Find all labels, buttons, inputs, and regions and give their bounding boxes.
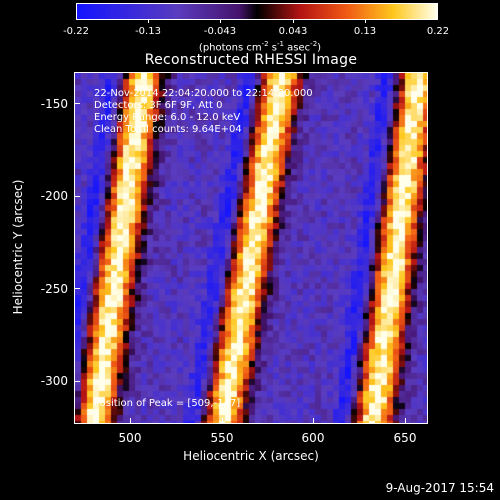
colorbar-tick: 0.13 <box>353 26 377 37</box>
colorbar-tick: 0.22 <box>426 26 450 37</box>
colorbar-tick: -0.13 <box>135 26 161 37</box>
heatmap-image <box>75 73 427 423</box>
x-axis-label: Heliocentric X (arcsec) <box>183 449 319 463</box>
y-axis-label: Heliocentric Y (arcsec) <box>11 179 25 315</box>
colorbar <box>76 3 438 20</box>
colorbar-unit: (photons cm-2 s-1 asec-2) <box>198 40 322 54</box>
plot-title: Reconstructed RHESSI Image <box>144 52 358 68</box>
info-total-counts: Clean Total counts: 9.64E+04 <box>94 124 242 135</box>
colorbar-tick: -0.22 <box>63 26 89 37</box>
colorbar-tick: 0.043 <box>278 26 308 37</box>
x-tick-label: 600 <box>301 431 325 445</box>
colorbar-tick: -0.043 <box>203 26 237 37</box>
y-tick-label: -200 <box>40 189 68 203</box>
timestamp: 9-Aug-2017 15:54 <box>385 481 494 495</box>
image-plot <box>74 72 428 424</box>
y-tick-label: -250 <box>40 282 68 296</box>
peak-position-text: Position of Peak = [509,-147] <box>94 398 241 409</box>
y-tick-label: -300 <box>40 374 68 388</box>
info-detectors: Detectors: 3F 6F 9F, Att 0 <box>94 100 223 111</box>
x-tick-label: 550 <box>210 431 234 445</box>
y-tick-label: -150 <box>40 97 68 111</box>
info-time-range: 22-Nov-2014 22:04:20.000 to 22:14:20.000 <box>94 88 313 99</box>
x-tick-label: 650 <box>393 431 417 445</box>
info-energy-range: Energy Range: 6.0 - 12.0 keV <box>94 112 241 123</box>
x-tick-label: 500 <box>118 431 142 445</box>
